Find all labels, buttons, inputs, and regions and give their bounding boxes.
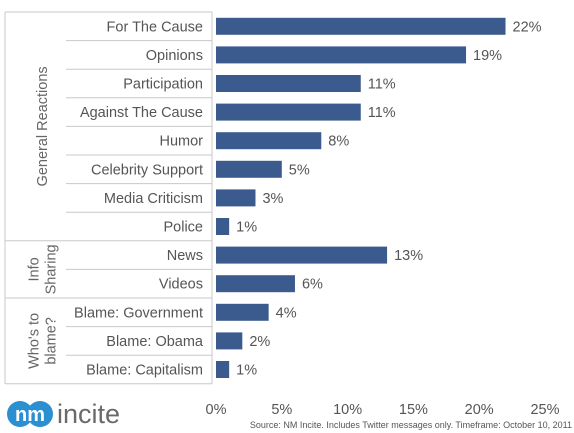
bar xyxy=(216,17,506,35)
x-tick-label: 0% xyxy=(206,402,227,418)
data-label: 22% xyxy=(513,19,542,35)
category-label: Blame: Obama xyxy=(106,334,204,350)
group-label: blame? xyxy=(44,317,60,365)
category-label: Opinions xyxy=(146,48,203,64)
category-label: News xyxy=(167,248,203,264)
category-label: Against The Cause xyxy=(80,105,203,121)
category-label: Celebrity Support xyxy=(91,162,203,178)
data-label: 11% xyxy=(368,105,396,121)
nm-logo-mark-icon: nm xyxy=(7,401,53,427)
data-label: 1% xyxy=(236,363,257,379)
x-tick-label: 15% xyxy=(399,402,428,418)
bar xyxy=(216,303,269,321)
category-label: Blame: Government xyxy=(74,305,203,321)
bar xyxy=(216,160,282,178)
bar xyxy=(216,132,322,150)
bar xyxy=(216,218,230,235)
group-label: Who's to xyxy=(27,313,43,369)
category-label: Videos xyxy=(159,277,203,293)
x-tick-label: 25% xyxy=(530,402,559,418)
category-label: Blame: Capitalism xyxy=(86,363,203,379)
group-label: Sharing xyxy=(44,244,60,294)
category-label: For The Cause xyxy=(107,19,203,35)
bars xyxy=(216,17,506,378)
bar xyxy=(216,246,388,264)
category-labels: For The Cause Opinions Participation Agains… xyxy=(74,19,204,378)
logo-mark-text: nm xyxy=(15,404,45,426)
category-label: Humor xyxy=(159,134,203,150)
data-label: 8% xyxy=(328,134,349,150)
group-labels: General Reactions Info Sharing Who's to blam… xyxy=(27,66,60,369)
bar xyxy=(216,46,467,64)
bar xyxy=(216,189,256,207)
x-tick-label: 5% xyxy=(271,402,292,418)
bar xyxy=(216,75,361,92)
data-label: 6% xyxy=(302,277,323,293)
category-label: Media Criticism xyxy=(104,191,203,207)
group-label: Info xyxy=(27,257,43,281)
category-label: Police xyxy=(164,220,204,236)
row-dividers xyxy=(4,11,213,385)
x-tick-label: 20% xyxy=(465,402,494,418)
bar xyxy=(216,275,295,293)
x-tick-label: 10% xyxy=(333,402,362,418)
data-label: 5% xyxy=(289,162,310,178)
x-axis-tick-labels: 0% 5% 10% 15% 20% 25% xyxy=(206,402,560,418)
group-label: General Reactions xyxy=(35,66,51,186)
data-label: 13% xyxy=(394,248,423,264)
bar xyxy=(216,332,243,350)
category-label: Participation xyxy=(123,77,203,93)
data-label: 1% xyxy=(236,220,257,236)
data-label: 11% xyxy=(368,77,396,93)
bar xyxy=(216,103,361,121)
data-label: 19% xyxy=(473,48,502,64)
value-labels: 22% 19% 11% 11% 8% 5% 3% 1% 13% 6% 4% 2% 1% xyxy=(236,19,541,378)
nm-incite-logo: nm incite xyxy=(7,399,120,429)
data-label: 3% xyxy=(262,191,283,207)
data-label: 2% xyxy=(249,334,270,350)
logo-text: incite xyxy=(57,399,120,429)
bar xyxy=(216,361,230,378)
data-label: 4% xyxy=(276,305,297,321)
source-note: Source: NM Incite. Includes Twitter mess… xyxy=(250,420,572,430)
